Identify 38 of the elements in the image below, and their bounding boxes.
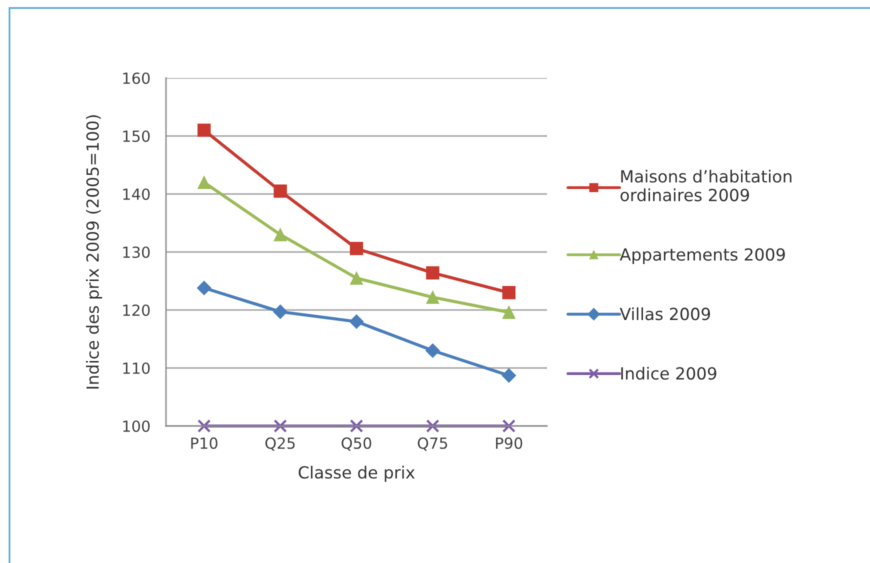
y-tick-label: 120	[123, 304, 150, 316]
y-tick-label: 100	[123, 420, 150, 432]
point	[426, 290, 440, 304]
point	[196, 280, 212, 296]
point	[198, 176, 211, 189]
y-tick-label: 160	[123, 72, 150, 84]
x-tick-label: P10	[191, 437, 218, 449]
point	[197, 419, 211, 433]
x-axis-title: Classe de prix	[298, 466, 415, 482]
point	[425, 343, 440, 358]
point	[349, 314, 364, 329]
y-tick-label: 140	[123, 188, 150, 200]
legend-label: Villas 2009	[620, 307, 710, 320]
x-tick-label: Q50	[342, 437, 372, 451]
y-tick-label: 110	[123, 362, 150, 374]
legend-label: Maisons d’habitation ordinaires 2009	[620, 170, 792, 202]
point	[502, 286, 516, 300]
y-tick-label: 130	[123, 246, 150, 258]
point	[502, 306, 516, 319]
point	[274, 228, 287, 242]
x-tick-label: Q25	[265, 437, 295, 451]
legend-label: Appartements 2009	[620, 248, 785, 264]
x-tick-label: P90	[496, 437, 522, 449]
point	[350, 419, 364, 433]
x-tick-label: Q75	[418, 437, 448, 451]
point	[274, 184, 287, 198]
point	[502, 419, 516, 433]
legend-label: Indice 2009	[621, 366, 716, 380]
point	[273, 304, 288, 319]
y-tick-label: 150	[123, 130, 150, 142]
point	[274, 419, 287, 433]
point	[426, 419, 440, 433]
y-axis-title: Indice des prix 2009 (2005=100)	[86, 115, 102, 389]
point	[350, 242, 364, 256]
point	[350, 272, 364, 285]
point	[198, 124, 211, 137]
point	[502, 368, 516, 383]
point	[426, 266, 440, 280]
